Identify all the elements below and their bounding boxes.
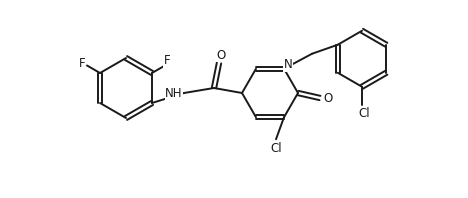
Text: Cl: Cl <box>270 142 282 155</box>
Text: NH: NH <box>165 87 183 100</box>
Text: O: O <box>323 91 333 105</box>
Text: O: O <box>216 49 226 62</box>
Text: F: F <box>79 57 85 70</box>
Text: F: F <box>164 54 170 67</box>
Text: Cl: Cl <box>358 107 370 120</box>
Text: N: N <box>284 58 292 71</box>
